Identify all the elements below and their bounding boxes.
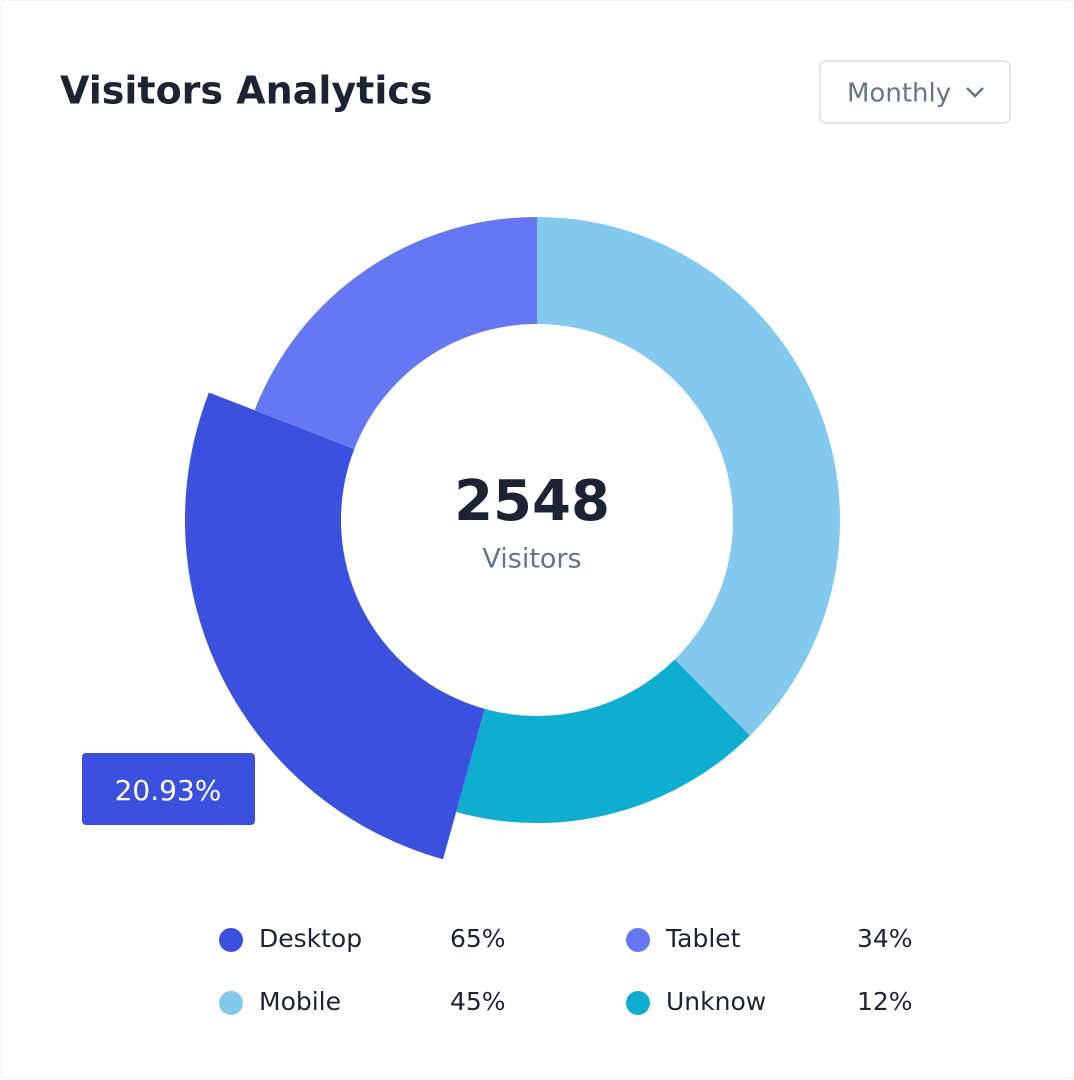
legend-value: 45% (450, 987, 506, 1016)
dropdown-label[interactable]: Monthly (847, 79, 951, 109)
legend-dot (626, 991, 650, 1015)
donut-segment (184, 392, 485, 860)
donut-segment (456, 659, 750, 824)
period-dropdown[interactable]: Monthly (819, 60, 1011, 124)
legend-dot (626, 928, 650, 952)
legend-name: Mobile (259, 987, 341, 1016)
center-label: Visitors (482, 544, 581, 575)
callout-label: 20.93% (115, 774, 222, 807)
callout (82, 753, 255, 825)
legend-dot (219, 928, 243, 952)
donut (184, 217, 841, 860)
legend-name: Desktop (259, 924, 362, 953)
legend-value: 65% (450, 924, 506, 953)
dropdown-box[interactable] (819, 60, 1011, 124)
donut-segment (254, 217, 537, 449)
legend-name: Tablet (665, 924, 741, 953)
center-value: 2548 (454, 469, 610, 534)
legend-value: 12% (857, 987, 913, 1016)
donut-segment (537, 217, 841, 736)
legend-name: Unknow (666, 987, 766, 1016)
legend-dot (219, 991, 243, 1015)
title: Visitors Analytics (60, 69, 433, 113)
legend-value: 34% (857, 924, 913, 953)
chevron[interactable] (966, 87, 984, 98)
